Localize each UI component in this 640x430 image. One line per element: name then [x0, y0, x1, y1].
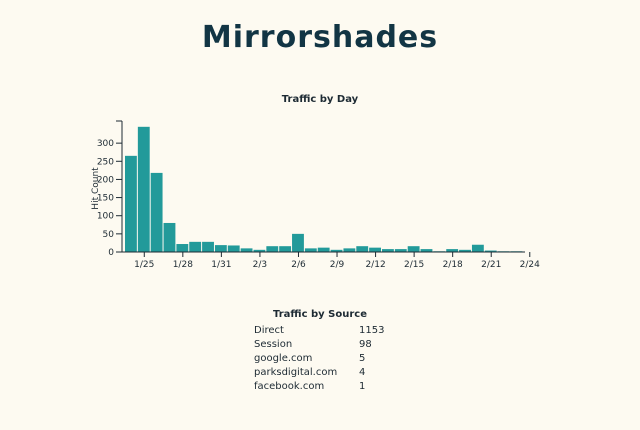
chart-bar [240, 248, 253, 252]
source-count: 1153 [359, 325, 385, 336]
source-count: 1 [359, 381, 366, 392]
x-tick-label: 2/24 [520, 260, 540, 270]
table-row: Direct 1153 [254, 324, 384, 338]
traffic-by-source-table: Direct 1153 Session 98 google.com 5 park… [254, 324, 384, 394]
chart-bar [343, 248, 356, 252]
source-name: Session [254, 339, 293, 350]
x-tick-label: 1/25 [134, 260, 154, 270]
table-row: parksdigital.com 4 [254, 366, 384, 380]
y-tick-label: 50 [103, 230, 115, 240]
chart-bar [317, 247, 330, 252]
y-tick-label: 200 [97, 175, 114, 185]
x-tick-label: 2/18 [443, 260, 463, 270]
table-row: Session 98 [254, 338, 384, 352]
y-tick-label: 150 [97, 194, 114, 204]
source-name: facebook.com [254, 381, 325, 392]
chart-bar [292, 233, 304, 252]
x-tick-label: 2/15 [404, 260, 424, 270]
chart-bar [176, 244, 189, 252]
chart-bar [279, 246, 292, 252]
chart-bar [484, 250, 497, 252]
source-count: 5 [359, 353, 366, 364]
chart-bar [227, 245, 240, 252]
chart-bar [382, 249, 394, 252]
y-tick-label: 100 [97, 212, 114, 222]
x-tick-label: 1/28 [173, 260, 193, 270]
source-name: parksdigital.com [254, 367, 338, 378]
chart-bar [330, 249, 343, 252]
chart-bar [125, 155, 137, 252]
source-count: 4 [359, 367, 366, 378]
chart-bar [202, 241, 214, 252]
chart-bar [459, 249, 471, 252]
chart-title: Traffic by Day [281, 94, 359, 105]
source-name: Direct [254, 325, 284, 336]
chart-bar [446, 249, 459, 252]
x-tick-label: 2/3 [253, 260, 267, 270]
chart-bar [407, 246, 420, 252]
y-axis-label: Hit Count [91, 167, 101, 210]
y-tick-label: 0 [108, 248, 114, 258]
traffic-by-day-chart: 0 50 100 150 200 250 300 Hit Count 1/25 1/28 1/31 2… [91, 120, 540, 270]
table-row: google.com 5 [254, 352, 384, 366]
x-tick-label: 2/9 [330, 260, 345, 270]
x-tick-label: 2/6 [291, 260, 306, 270]
chart-bar [253, 249, 266, 252]
chart-bar [189, 241, 202, 252]
chart-bar [471, 244, 484, 252]
chart-bar [150, 172, 163, 252]
chart-bar [356, 246, 369, 252]
x-tick-label: 2/12 [365, 260, 385, 270]
source-name: google.com [254, 353, 313, 364]
chart-bar [266, 246, 279, 252]
source-table-title: Traffic by Source [273, 309, 367, 320]
y-tick-label: 250 [97, 157, 114, 167]
chart-bar [163, 222, 176, 252]
chart-bar [420, 249, 433, 252]
x-tick-label: 1/31 [211, 260, 231, 270]
chart-bar [369, 247, 381, 252]
chart-bar [394, 249, 407, 252]
table-row: facebook.com 1 [254, 380, 384, 394]
chart-bar [304, 248, 317, 252]
x-tick-label: 2/21 [481, 260, 501, 270]
y-tick-label: 300 [97, 139, 114, 149]
site-title: Mirrorshades [201, 20, 439, 55]
chart-bar [137, 126, 150, 252]
source-count: 98 [359, 339, 372, 350]
chart-bar [214, 245, 227, 252]
